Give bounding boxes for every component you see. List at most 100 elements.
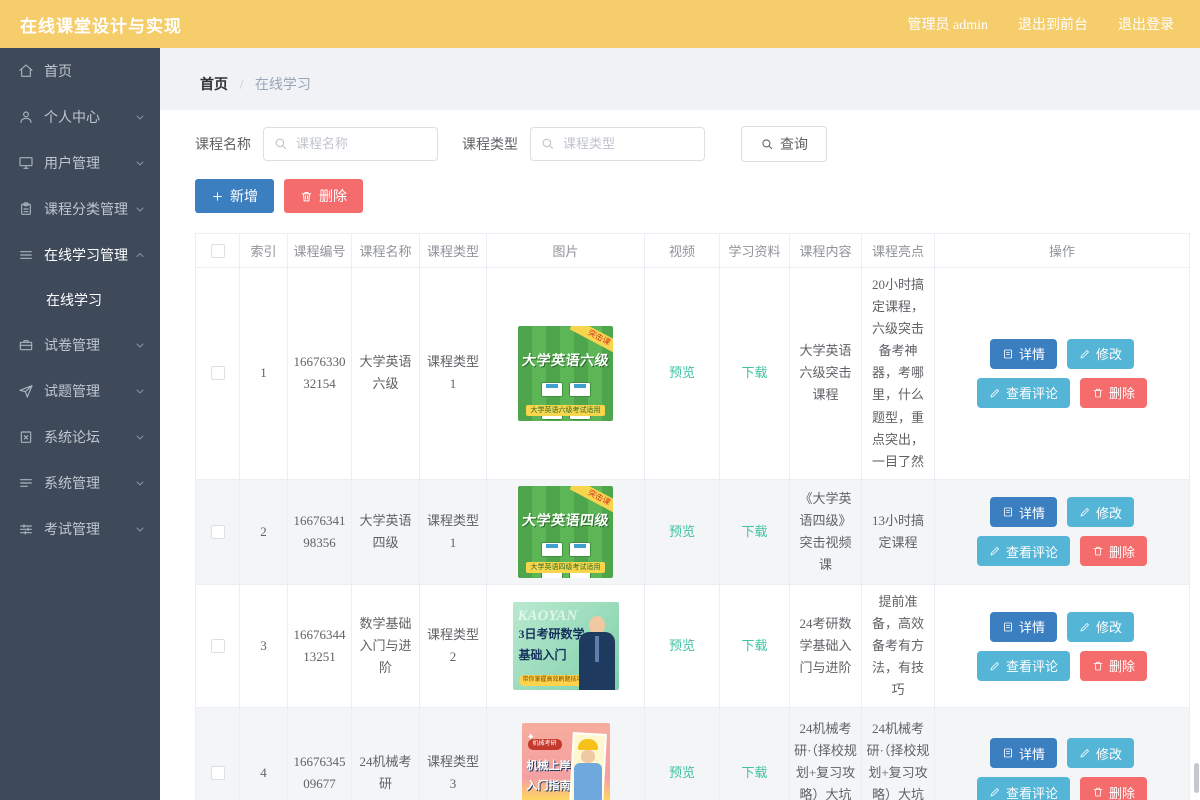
- row-actions: 详情 修改 查看评论 删除: [960, 338, 1165, 408]
- row-delete-button[interactable]: 删除: [1080, 536, 1148, 567]
- view-comments-button[interactable]: 查看评论: [976, 377, 1070, 408]
- sidebar-item-questions[interactable]: 试题管理: [0, 368, 160, 414]
- add-button[interactable]: 新增: [195, 179, 274, 213]
- thumb-title: 入门指南: [526, 779, 571, 792]
- thumb-footer: 大学英语六级考试适用: [526, 404, 605, 416]
- sidebar-item-course-category[interactable]: 课程分类管理: [0, 186, 160, 232]
- app-title: 在线课堂设计与实现: [20, 16, 182, 36]
- row-actions: 详情 修改 查看评论 删除: [960, 738, 1165, 800]
- cell-name: 数学基础入门与进阶: [351, 583, 420, 709]
- download-link[interactable]: 下载: [741, 764, 768, 780]
- sidebar-item-forum[interactable]: 系统论坛: [0, 414, 160, 460]
- sidebar-item-online-learning-mgmt[interactable]: 在线学习管理: [0, 232, 160, 278]
- menu-icon: [18, 475, 34, 491]
- view-comments-button[interactable]: 查看评论: [976, 650, 1070, 681]
- breadcrumb-separator: /: [239, 78, 244, 93]
- starburst-icon: ✦: [526, 731, 535, 743]
- search-icon: [275, 138, 287, 150]
- sidebar-item-exam-papers[interactable]: 试卷管理: [0, 322, 160, 368]
- chevron-down-icon: [134, 431, 146, 443]
- sidebar-item-profile[interactable]: 个人中心: [0, 94, 160, 140]
- row-checkbox[interactable]: [210, 765, 225, 780]
- detail-button[interactable]: 详情: [989, 497, 1057, 528]
- course-name-label: 课程名称: [195, 138, 251, 153]
- edit-button[interactable]: 修改: [1067, 611, 1135, 642]
- row-checkbox[interactable]: [210, 366, 225, 381]
- thumb-title: 大学英语四级: [521, 513, 610, 529]
- col-header: 课程编号: [287, 233, 352, 268]
- cell-highlight: 提前准备，高效备考有方法，有技巧: [861, 583, 935, 709]
- sidebar: 首页 个人中心 用户管理 课程分类管理 在线学习管理 在线学习 试卷管理: [0, 48, 160, 800]
- course-type-input[interactable]: [530, 127, 705, 161]
- cell-index: 4: [239, 707, 288, 800]
- thumb-watermark: KAOYAN: [517, 608, 578, 625]
- course-thumbnail: 突击课 大学英语六级 大学英语六级考试适用: [518, 325, 613, 421]
- row-actions: 详情 修改 查看评论 删除: [960, 611, 1165, 681]
- pencil-icon: [990, 788, 999, 797]
- chevron-up-icon: [134, 249, 146, 261]
- search-icon: [762, 139, 773, 150]
- chevron-down-icon: [134, 111, 146, 123]
- query-button[interactable]: 查询: [741, 126, 827, 162]
- exit-to-front-link[interactable]: 退出到前台: [1018, 18, 1088, 33]
- cell-name: 24机械考研: [351, 707, 420, 800]
- sidebar-item-label: 系统管理: [44, 477, 100, 492]
- topbar-links: 管理员 admin 退出到前台 退出登录: [908, 14, 1175, 34]
- edit-button[interactable]: 修改: [1067, 497, 1135, 528]
- table-row: 2 1667634198356 大学英语四级 课程类型1 突击课 大学英语四级 …: [195, 478, 1190, 585]
- cell-index: 2: [239, 478, 288, 585]
- topbar: 在线课堂设计与实现 管理员 admin 退出到前台 退出登录: [0, 0, 1200, 48]
- view-comments-button[interactable]: 查看评论: [976, 777, 1070, 800]
- sidebar-item-home[interactable]: 首页: [0, 48, 160, 94]
- list-icon: [18, 247, 34, 263]
- chevron-down-icon: [134, 523, 146, 535]
- table-row: 4 1667634509677 24机械考研 课程类型3 ✦ 机械考研 机械上岸…: [195, 707, 1190, 800]
- download-link[interactable]: 下载: [741, 365, 768, 381]
- filter-bar: 课程名称 课程类型 查询: [195, 126, 1190, 162]
- preview-link[interactable]: 预览: [668, 523, 695, 539]
- logout-link[interactable]: 退出登录: [1118, 18, 1174, 33]
- row-delete-button[interactable]: 删除: [1080, 650, 1148, 681]
- pencil-icon: [1080, 622, 1089, 632]
- edit-button[interactable]: 修改: [1067, 738, 1135, 769]
- action-toolbar: 新增 删除: [195, 179, 1190, 213]
- sidebar-item-exams[interactable]: 考试管理: [0, 506, 160, 552]
- view-comments-button[interactable]: 查看评论: [976, 536, 1070, 567]
- col-header: 课程名称: [351, 233, 420, 268]
- user-icon: [18, 109, 34, 125]
- edit-button[interactable]: 修改: [1067, 338, 1135, 369]
- thumb-footer: 大学英语四级考试适用: [526, 561, 605, 573]
- vertical-scrollbar-thumb[interactable]: [1194, 763, 1199, 793]
- add-button-label: 新增: [230, 190, 258, 205]
- detail-button[interactable]: 详情: [989, 738, 1057, 769]
- preview-link[interactable]: 预览: [668, 638, 695, 654]
- select-all-checkbox[interactable]: [210, 243, 225, 258]
- preview-link[interactable]: 预览: [668, 365, 695, 381]
- query-button-label: 查询: [780, 138, 808, 153]
- course-name-input[interactable]: [263, 127, 438, 161]
- document-icon: [1004, 349, 1012, 359]
- download-link[interactable]: 下载: [741, 638, 768, 654]
- course-name-input-wrap: [263, 127, 438, 161]
- sidebar-item-system[interactable]: 系统管理: [0, 460, 160, 506]
- detail-button[interactable]: 详情: [989, 611, 1057, 642]
- sidebar-item-users[interactable]: 用户管理: [0, 140, 160, 186]
- row-delete-button[interactable]: 删除: [1080, 377, 1148, 408]
- col-header: 视频: [644, 233, 720, 268]
- chevron-down-icon: [134, 157, 146, 169]
- delete-button[interactable]: 删除: [284, 179, 363, 213]
- row-delete-button[interactable]: 删除: [1080, 777, 1148, 800]
- preview-link[interactable]: 预览: [668, 764, 695, 780]
- courses-table: 索引 课程编号 课程名称 课程类型 图片 视频 学习资料 课程内容 课程亮点 操…: [195, 233, 1190, 800]
- cell-type: 课程类型1: [419, 478, 487, 585]
- detail-button[interactable]: 详情: [989, 338, 1057, 369]
- breadcrumb-home[interactable]: 首页: [200, 78, 228, 93]
- row-checkbox[interactable]: [210, 524, 225, 539]
- chevron-down-icon: [134, 339, 146, 351]
- download-link[interactable]: 下载: [741, 523, 768, 539]
- row-checkbox[interactable]: [210, 639, 225, 654]
- trash-icon: [301, 191, 312, 201]
- sidebar-subitem-online-learning[interactable]: 在线学习: [0, 278, 160, 322]
- sidebar-item-label: 系统论坛: [44, 431, 100, 446]
